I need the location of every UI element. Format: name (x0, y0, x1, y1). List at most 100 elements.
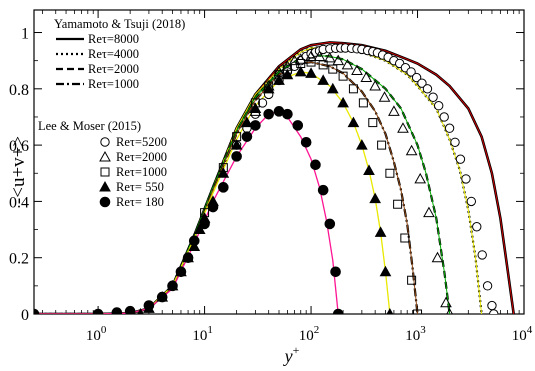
marker-re-5200-circle-open (461, 174, 471, 184)
y-tick-label: 0.4 (9, 194, 29, 211)
marker-re-2000-triangle-open (294, 53, 307, 64)
marker-re-5200-circle-open (433, 101, 444, 111)
marker-re-180-circle-filled (324, 218, 336, 230)
marker-re-1000-square-open (400, 233, 410, 243)
marker-re-180-circle-filled (124, 305, 136, 314)
marker-re-550-triangle-filled (262, 82, 275, 94)
marker-re-2000-triangle-open (369, 79, 382, 91)
marker-re-5200-circle-open (428, 92, 438, 102)
marker-re-5200-circle-open (439, 112, 449, 122)
marker-re-180-circle-filled (143, 300, 155, 311)
marker-re-5200-circle-open (466, 196, 477, 207)
legend-label-re-4000: Reτ=4000 (88, 47, 139, 61)
marker-re-180-circle-filled (175, 266, 187, 278)
legend-label-lm-re-2000: Reτ=2000 (116, 150, 167, 164)
marker-re-2000-triangle-open (305, 50, 317, 61)
marker-re-550-triangle-filled (294, 65, 307, 77)
marker-re-180-circle-filled (167, 280, 178, 292)
marker-re-5200-circle-open (472, 222, 482, 232)
x-tick-label: 100 (86, 324, 107, 344)
marker-re-5200-circle-open (257, 98, 268, 108)
marker-re-2000-triangle-open (414, 172, 427, 184)
marker-re-1000-square-open (358, 98, 368, 108)
marker-re-180-circle-filled (330, 266, 341, 278)
x-tick-exp: 0 (101, 324, 107, 336)
marker-re-5200-circle-open (450, 137, 460, 147)
marker-re-180-circle-filled (292, 120, 304, 131)
y-tick-label: 1 (21, 26, 29, 43)
marker-re-180-circle-filled (111, 307, 123, 314)
marker-re-1000-square-open (413, 309, 423, 314)
marker-re-550-triangle-filled (241, 116, 253, 128)
x-tick-label: 101 (192, 324, 213, 344)
marker-re-550-triangle-filled (193, 223, 206, 235)
marker-re-180-circle-filled (182, 252, 194, 264)
marker-re-5200-circle-open (487, 300, 497, 311)
marker-re-2000-triangle-open (323, 51, 336, 63)
marker-re-1000-square-open (385, 168, 395, 178)
legend-marker-re-5200 (100, 137, 110, 147)
marker-re-550-triangle-filled (317, 74, 330, 85)
marker-re-180-circle-filled (231, 151, 242, 162)
x-tick-exp: 2 (314, 324, 320, 336)
x-tick-base: 10 (299, 328, 314, 344)
marker-re-2000-triangle-open (378, 91, 391, 102)
marker-re-180-circle-filled (317, 184, 329, 196)
marker-re-550-triangle-filled (347, 116, 360, 128)
marker-re-5200-circle-open (444, 123, 455, 133)
marker-re-2000-triangle-open (360, 71, 373, 83)
marker-re-1000-square-open (338, 71, 348, 81)
x-tick-base: 10 (192, 328, 207, 344)
marker-re-1000-square-open (328, 64, 338, 74)
marker-re-550-triangle-filled (326, 82, 339, 94)
x-tick-label: 102 (299, 324, 320, 344)
marker-re-5200-circle-open (406, 67, 416, 77)
marker-re-5200-circle-open (489, 309, 499, 314)
marker-re-2000-triangle-open (332, 54, 345, 66)
marker-re-550-triangle-filled (305, 67, 317, 78)
marker-re-550-triangle-filled (281, 68, 294, 80)
marker-re-2000-triangle-open (405, 144, 418, 156)
marker-re-5200-circle-open (411, 72, 422, 83)
marker-re-550-triangle-filled (374, 226, 387, 237)
y-tick-label: 0.2 (9, 251, 29, 268)
y-axis-label: -<u+v+> (8, 136, 29, 204)
x-tick-exp: 4 (527, 324, 533, 336)
marker-re-2000-triangle-open (446, 307, 453, 314)
marker-re-5200-circle-open (422, 84, 433, 94)
marker-re-550-triangle-filled (356, 139, 368, 150)
marker-re-550-triangle-filled (273, 74, 285, 85)
marker-re-1000-square-open (368, 118, 378, 128)
legend-label-re-2000: Reτ=2000 (88, 62, 139, 76)
marker-re-550-triangle-filled (369, 192, 382, 204)
legend-label-re-1000: Reτ=1000 (88, 77, 139, 91)
y-tick-label: 0.6 (9, 138, 29, 155)
marker-re-1000-square-open (377, 140, 387, 150)
marker-re-1000-square-open (407, 275, 417, 285)
marker-re-180-circle-filled (250, 120, 261, 131)
marker-re-2000-triangle-open (388, 105, 400, 116)
marker-re-180-circle-filled (310, 159, 321, 171)
marker-re-5200-circle-open (417, 78, 427, 88)
x-tick-base: 10 (86, 328, 101, 344)
legend-label-lm-re-5200: Reτ=5200 (116, 135, 167, 149)
legend-title-yamamoto: Yamamoto & Tsuji (2018) (54, 17, 185, 31)
marker-re-180-circle-filled (282, 108, 293, 120)
x-tick-label: 103 (405, 324, 426, 344)
x-tick-base: 10 (512, 328, 527, 344)
marker-re-180-circle-filled (332, 308, 344, 314)
x-tick-label: 104 (512, 324, 533, 344)
marker-re-2000-triangle-open (440, 296, 452, 308)
marker-re-550-triangle-filled (217, 167, 230, 178)
y-tick-label: 0 (21, 307, 29, 324)
marker-re-180-circle-filled (156, 291, 168, 303)
legend-marker-re-550 (99, 180, 111, 192)
marker-re-180-circle-filled (263, 108, 274, 120)
legend-label-re-8000: Reτ=8000 (88, 32, 139, 46)
marker-re-550-triangle-filled (363, 164, 375, 175)
marker-re-1000-square-open (306, 57, 316, 67)
legend-marker-re-180 (99, 196, 111, 208)
legend: Yamamoto & Tsuji (2018)Reτ=8000Reτ=4000R… (38, 17, 185, 209)
marker-re-180-circle-filled (218, 182, 229, 193)
